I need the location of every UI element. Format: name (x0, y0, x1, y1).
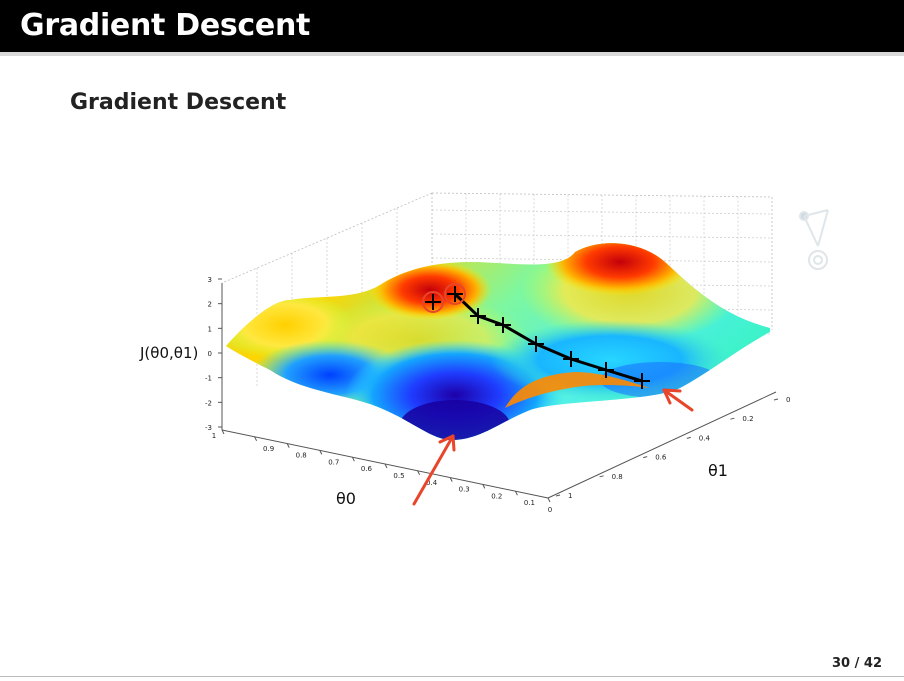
y-tick-label: 0.4 (699, 434, 711, 442)
x-tick-label: 0.4 (426, 479, 438, 487)
z-tick-label: 0 (208, 350, 212, 358)
z-tick-label: -3 (205, 424, 212, 432)
descent-step-marker (447, 286, 463, 302)
x-tick (547, 497, 551, 503)
z-tick-label: -2 (205, 399, 212, 407)
grid-line (431, 209, 773, 215)
frame-title: Gradient Descent (70, 90, 287, 115)
surface-ridge (505, 372, 650, 408)
y-tick-label: 1 (568, 492, 572, 500)
x-tick (254, 436, 258, 442)
descent-step-marker (598, 362, 614, 378)
z-tick-label: 3 (208, 276, 212, 284)
y-tick (773, 398, 779, 401)
x-tick-label: 0.7 (328, 458, 339, 466)
y-tick (643, 456, 648, 459)
minimum-arrow-right (662, 388, 694, 412)
z-axis-ticks: 3 2 1 0 -1 -2 -3 (205, 276, 222, 432)
descent-step-marker (495, 317, 511, 333)
z-tick-label: 1 (208, 325, 212, 333)
grid-line (431, 233, 773, 239)
x-axis-label: θ0 (336, 489, 356, 508)
x-tick (417, 470, 421, 476)
start-marker (425, 294, 441, 310)
x-tick (449, 477, 453, 482)
slide-title: Gradient Descent (20, 8, 311, 43)
y-tick-label: 0.2 (742, 415, 753, 423)
x-tick-label: 1 (212, 432, 216, 440)
x-tick-label: 0 (548, 506, 552, 514)
x-tick-label: 0.1 (524, 499, 535, 507)
descent-path (422, 283, 650, 389)
y-axis-ticks: 1 0.8 0.6 0.4 0.2 0 (555, 396, 790, 500)
page-number: 30 / 42 (832, 656, 882, 671)
x-tick-label: 0.8 (296, 452, 307, 460)
x-tick-label: 0.9 (263, 445, 274, 453)
x-tick-label: 0.6 (361, 465, 373, 473)
x-tick (351, 456, 355, 462)
start-circle-b (444, 283, 466, 305)
y-tick (555, 494, 561, 497)
y-tick (599, 475, 604, 478)
x-tick (514, 490, 518, 496)
x-tick (384, 463, 388, 469)
x-tick-label: 0.3 (459, 486, 470, 494)
z-tick-label: 2 (208, 301, 212, 309)
y-tick (730, 417, 735, 420)
z-tick-label: -1 (205, 375, 212, 383)
x-tick (286, 443, 290, 448)
x-tick (221, 429, 225, 435)
minimum-arrow-left (412, 434, 456, 506)
footer-rule (0, 676, 904, 677)
y-axis-label: θ1 (708, 461, 728, 480)
x-tick-label: 0.5 (393, 472, 404, 480)
cost-surface (226, 243, 770, 440)
slide-header: Gradient Descent (0, 0, 904, 52)
descent-step-marker (563, 351, 579, 367)
x-tick-label: 0.2 (491, 492, 502, 500)
header-underline (0, 52, 904, 56)
descent-step-marker (470, 308, 486, 324)
descent-step-marker (634, 373, 650, 389)
nav-logo-icon (799, 209, 829, 270)
descent-step-marker (528, 336, 544, 352)
y-tick-label: 0.8 (612, 473, 623, 481)
y-tick-label: 0 (786, 396, 790, 404)
x-tick (482, 484, 486, 489)
y-tick-label: 0.6 (655, 454, 667, 462)
z-axis-label: J(θ0,θ1) (139, 344, 198, 362)
x-tick (319, 450, 323, 455)
start-circle-a (422, 291, 444, 313)
grid-line (431, 257, 773, 263)
x-axis-ticks: 1 0.9 0.8 0.7 0.6 0.5 0.4 0.3 0.2 0.1 0 (212, 429, 552, 514)
y-tick (686, 436, 691, 439)
